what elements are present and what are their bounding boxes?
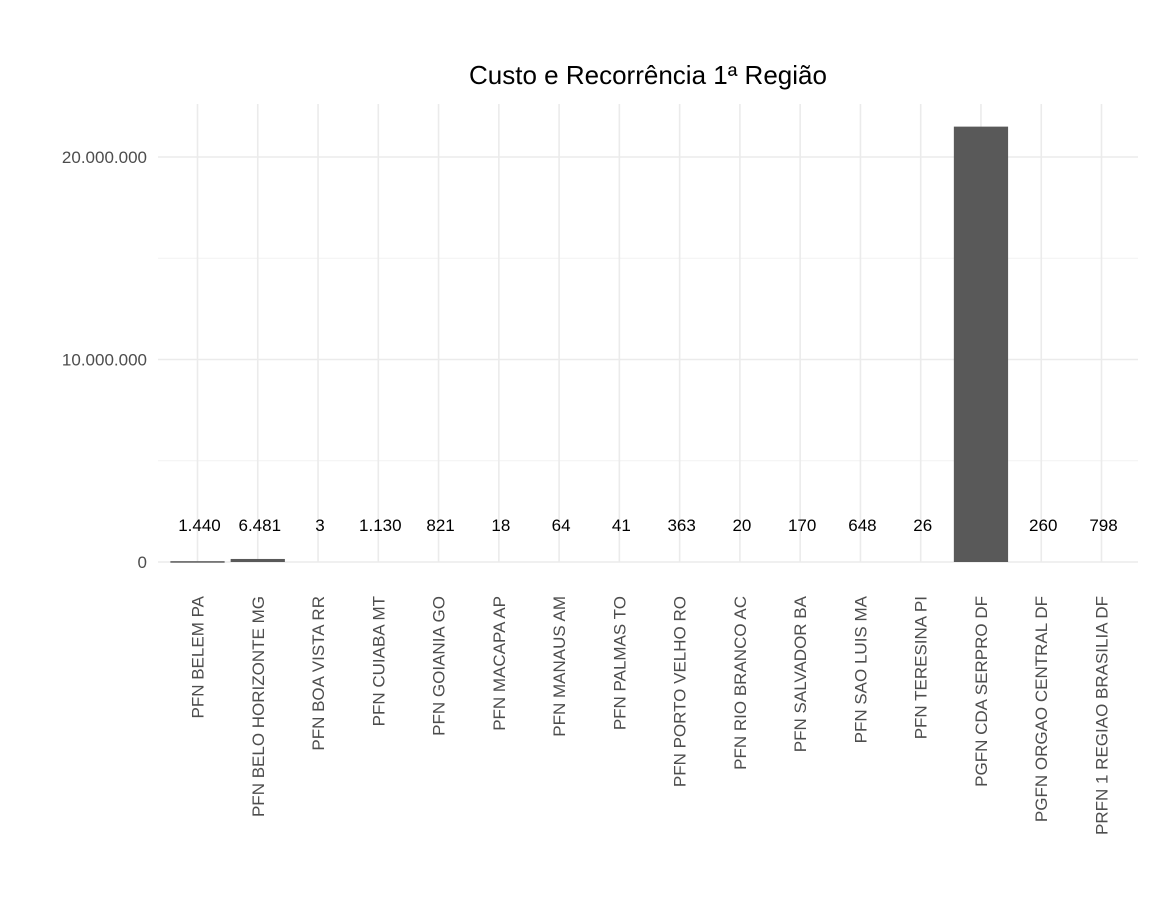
data-label: 1.130: [359, 516, 402, 535]
x-tick-label: PFN MANAUS AM: [550, 596, 569, 737]
data-label: 18: [491, 516, 510, 535]
y-tick-label: 10.000.000: [62, 351, 147, 370]
data-label: 3: [315, 516, 324, 535]
bar: [230, 558, 285, 562]
grid: [158, 104, 1138, 563]
x-tick-label: PFN BOA VISTA RR: [309, 596, 328, 751]
x-tick-label: PGFN ORGAO CENTRAL DF: [1032, 596, 1051, 822]
x-tick-label: PFN CUIABA MT: [369, 596, 388, 726]
x-tick-label: PGFN CDA SERPRO DF: [972, 596, 991, 787]
y-axis: 0 10.000.000 20.000.000: [62, 148, 147, 572]
bar: [953, 126, 1009, 562]
data-label: 648: [848, 516, 876, 535]
data-labels: 1.440 6.481 3 1.130 821 18 64 41 363 20 170 648 26 26…: [178, 516, 1117, 535]
bars: [170, 126, 1009, 563]
x-tick-label: PFN TERESINA PI: [912, 596, 931, 739]
data-label: 170: [788, 516, 816, 535]
data-label: 20: [732, 516, 751, 535]
x-tick-label: PFN SALVADOR BA: [791, 595, 810, 752]
x-tick-label: PFN MACAPA AP: [490, 596, 509, 731]
y-tick-label: 20.000.000: [62, 148, 147, 167]
y-tick-label: 0: [138, 553, 147, 572]
x-tick-label: PFN SAO LUIS MA: [851, 595, 870, 743]
data-label: 363: [667, 516, 695, 535]
data-label: 821: [426, 516, 454, 535]
x-axis: PFN BELEM PA PFN BELO HORIZONTE MG PFN BOA…: [189, 595, 1112, 835]
x-tick-label: PRFN 1 REGIAO BRASILIA DF: [1093, 596, 1112, 835]
x-tick-label: PFN PALMAS TO: [610, 596, 629, 730]
x-tick-label: PFN BELO HORIZONTE MG: [249, 596, 268, 817]
data-label: 1.440: [178, 516, 221, 535]
data-label: 41: [612, 516, 631, 535]
data-label: 798: [1089, 516, 1117, 535]
x-tick-label: PFN BELEM PA: [189, 595, 208, 718]
data-label: 6.481: [238, 516, 281, 535]
data-label: 64: [552, 516, 571, 535]
x-tick-label: PFN PORTO VELHO RO: [671, 596, 690, 787]
bar: [170, 561, 225, 563]
x-tick-label: PFN GOIANIA GO: [430, 596, 449, 736]
x-tick-label: PFN RIO BRANCO AC: [731, 596, 750, 770]
data-label: 26: [913, 516, 932, 535]
data-label: 260: [1029, 516, 1057, 535]
chart-title: Custo e Recorrência 1ª Região: [469, 60, 827, 90]
